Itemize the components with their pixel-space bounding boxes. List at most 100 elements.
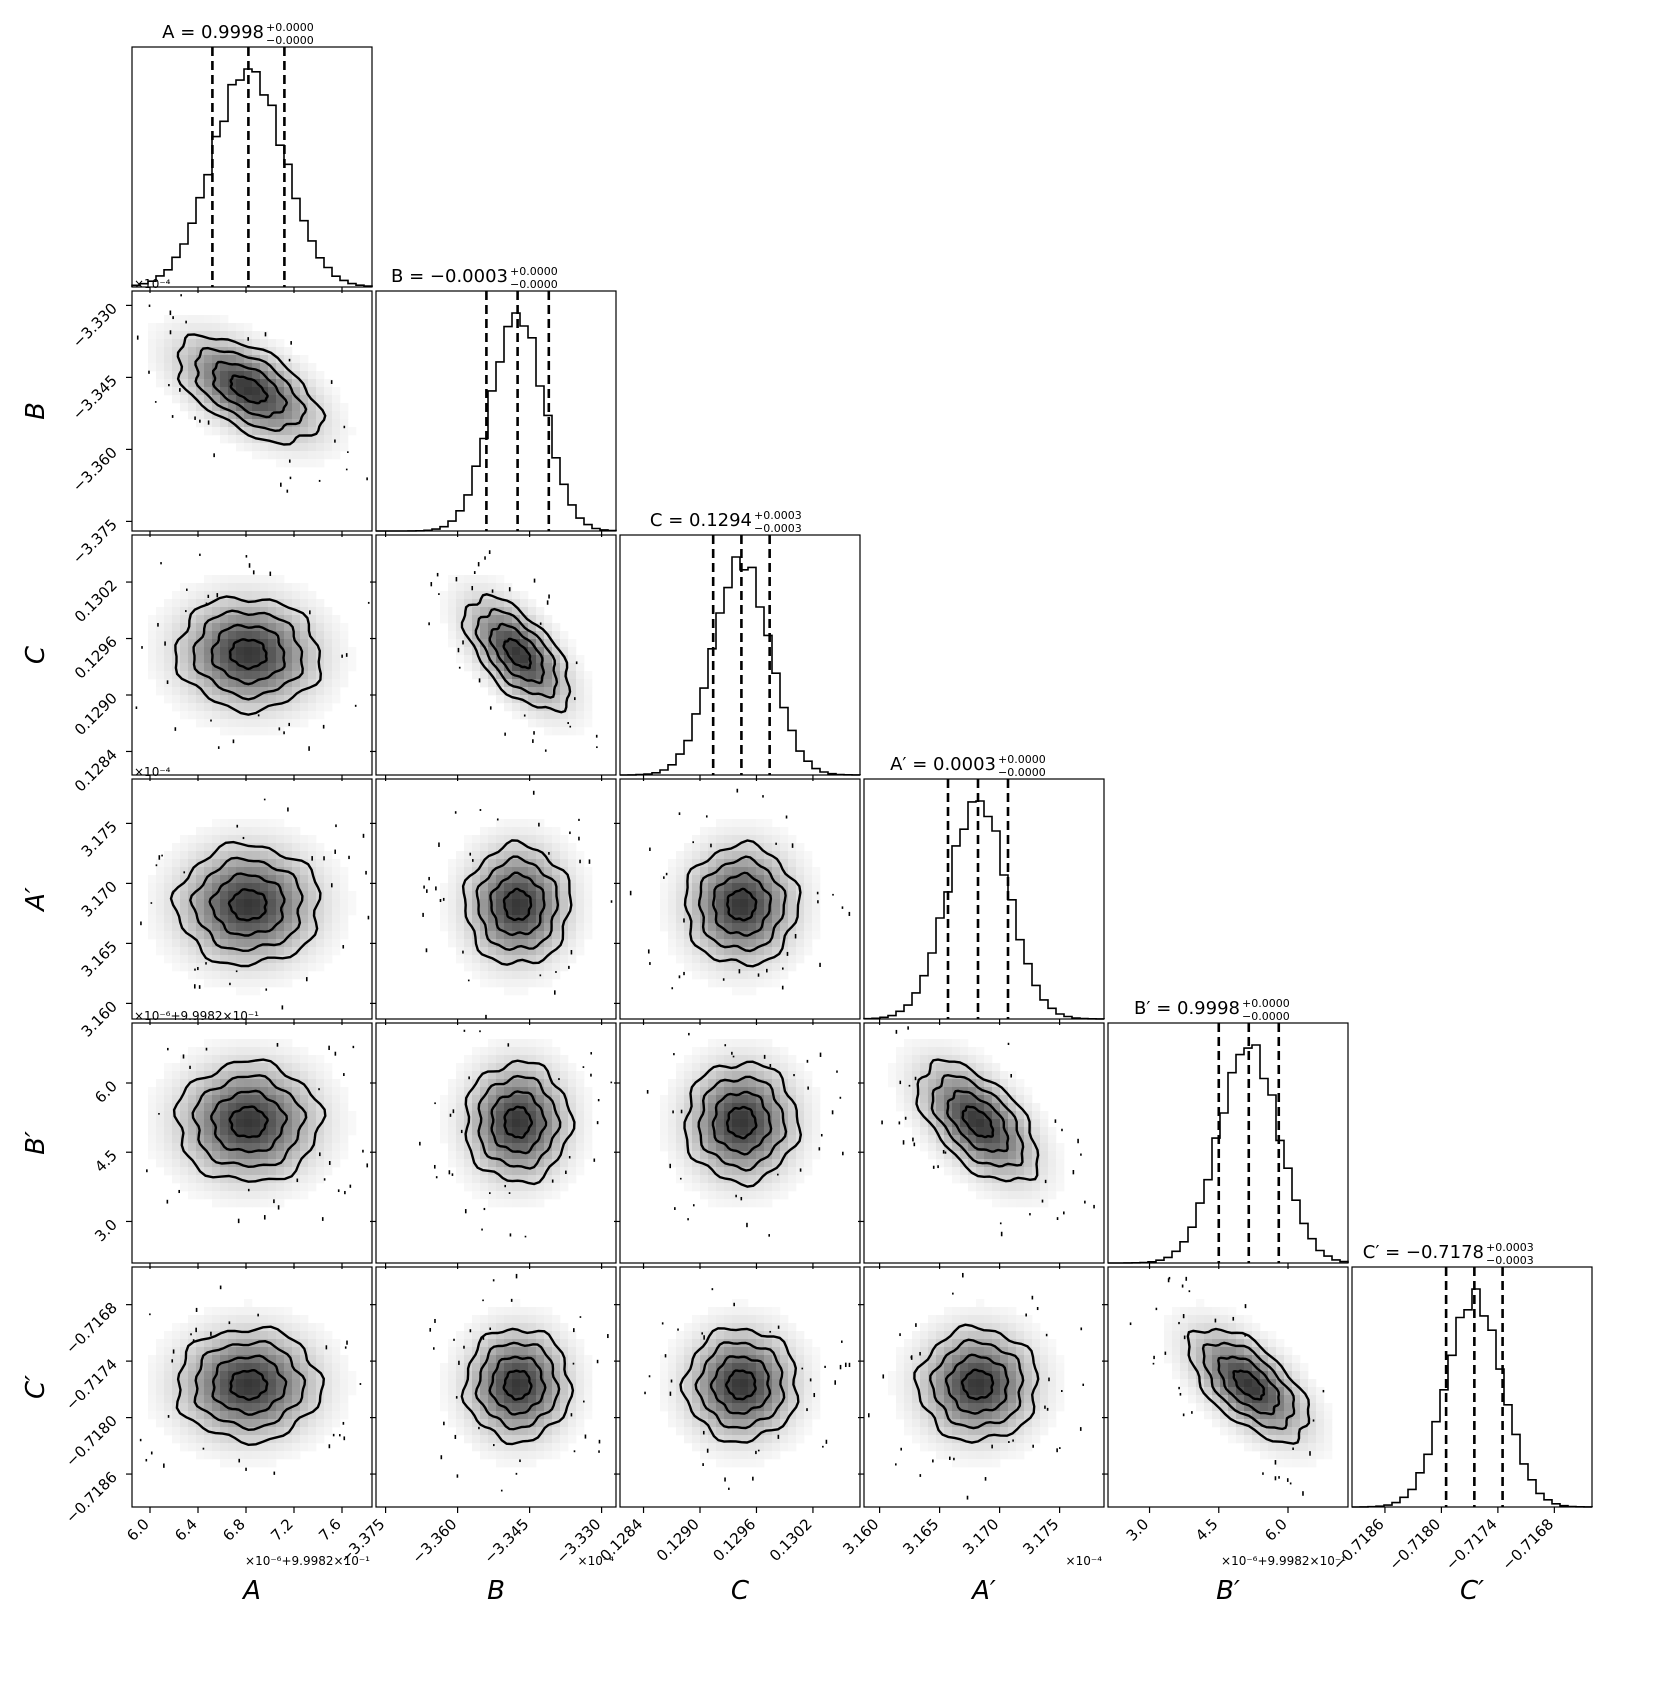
density-cell [716, 1395, 725, 1404]
density-cell [660, 907, 669, 916]
density-cell [552, 1339, 561, 1348]
density-cell [284, 1371, 293, 1380]
density-cell [268, 859, 277, 868]
density-cell [228, 727, 237, 736]
density-cell [268, 1159, 277, 1168]
density-cell [496, 679, 505, 688]
density-cell [732, 875, 741, 884]
density-cell [700, 867, 709, 876]
density-cell [260, 363, 269, 372]
density-cell [896, 1047, 905, 1056]
sample-point [334, 439, 336, 443]
density-cell [584, 915, 593, 924]
density-cell [236, 1379, 245, 1388]
density-cell [300, 427, 309, 436]
density-cell [308, 1111, 317, 1120]
density-cell [796, 875, 805, 884]
density-cell [464, 647, 473, 656]
density-cell [504, 907, 513, 916]
density-cell [796, 1379, 805, 1388]
density-cell [560, 1323, 569, 1332]
contour-level-1 [464, 1059, 576, 1186]
density-cell [796, 939, 805, 948]
density-cell [244, 1379, 253, 1388]
density-cell [780, 859, 789, 868]
density-cell [756, 1071, 765, 1080]
density-cell [292, 1395, 301, 1404]
density-cell [464, 1331, 473, 1340]
density-cell [576, 1371, 585, 1380]
density-cell [716, 1047, 725, 1056]
density-cell [220, 891, 229, 900]
density-cell [692, 955, 701, 964]
panel-2d-b-prime-vs-a [146, 1039, 369, 1224]
sample-point [276, 1042, 279, 1047]
density-cell [456, 591, 465, 600]
density-cell [172, 1395, 181, 1404]
density-cell [244, 1175, 253, 1184]
density-cell [252, 1143, 261, 1152]
density-cell [180, 379, 189, 388]
sample-point [781, 967, 784, 970]
sample-point [1010, 1074, 1012, 1078]
density-cell [196, 1411, 205, 1420]
density-cell [220, 395, 229, 404]
sample-point [1007, 1042, 1010, 1045]
density-cell [568, 1159, 577, 1168]
density-cell [520, 851, 529, 860]
density-cell [772, 883, 781, 892]
density-cell [544, 1159, 553, 1168]
density-cell [196, 1395, 205, 1404]
density-cell [692, 1143, 701, 1152]
density-cell [276, 979, 285, 988]
density-cell [300, 395, 309, 404]
density-cell [584, 931, 593, 940]
density-cell [276, 1363, 285, 1372]
density-cell [552, 931, 561, 940]
density-cell [236, 663, 245, 672]
density-cell [804, 1079, 813, 1088]
density-cell [732, 1363, 741, 1372]
density-cell [292, 947, 301, 956]
density-cell [780, 1071, 789, 1080]
density-cell [724, 883, 733, 892]
density-cell [220, 379, 229, 388]
density-cell [732, 1379, 741, 1388]
density-cell [204, 1071, 213, 1080]
density-cell [480, 607, 489, 616]
density-cell [528, 1199, 537, 1208]
density-cell [204, 387, 213, 396]
density-cell [804, 1167, 813, 1176]
density-cell [480, 639, 489, 648]
density-cell [212, 371, 221, 380]
density-cell [684, 939, 693, 948]
density-cell [284, 1119, 293, 1128]
density-cell [512, 1299, 521, 1308]
density-cell [164, 883, 173, 892]
density-cell [748, 1095, 757, 1104]
sample-point [515, 1273, 518, 1279]
density-cell [180, 1167, 189, 1176]
density-cell [552, 1087, 561, 1096]
density-cell [148, 655, 157, 664]
density-cell [332, 411, 341, 420]
density-cell [292, 899, 301, 908]
density-cell [764, 979, 773, 988]
density-cell [896, 1063, 905, 1072]
density-cell [684, 1127, 693, 1136]
density-cell [504, 987, 513, 996]
density-cell [252, 687, 261, 696]
density-cell [584, 671, 593, 680]
density-cell [220, 835, 229, 844]
density-cell [316, 1403, 325, 1412]
density-cell [148, 1127, 157, 1136]
sample-point [469, 852, 472, 856]
density-cell [512, 631, 521, 640]
density-cell [236, 859, 245, 868]
density-cell [188, 647, 197, 656]
density-cell [252, 1175, 261, 1184]
density-cell [308, 1411, 317, 1420]
density-cell [952, 1119, 961, 1128]
density-cell [244, 1095, 253, 1104]
density-cell [780, 1411, 789, 1420]
